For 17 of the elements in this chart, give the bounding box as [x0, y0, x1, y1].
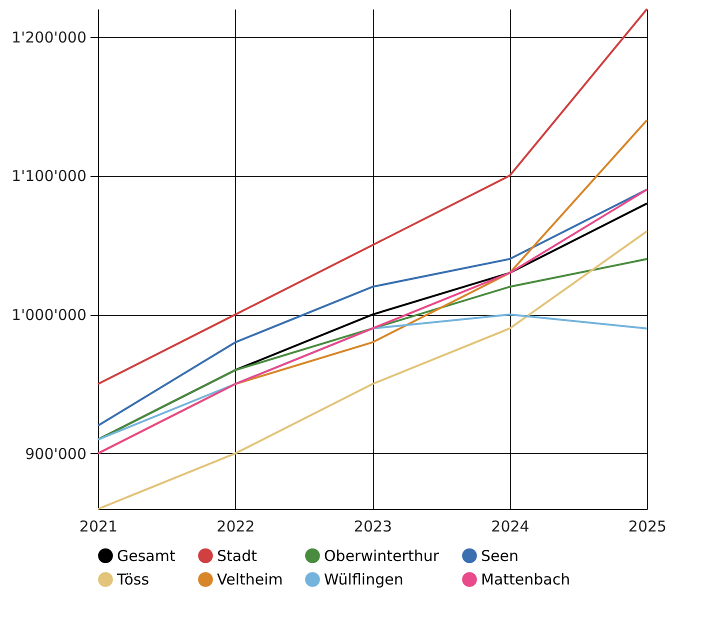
y-tick-label: 900'000 [25, 444, 86, 463]
y-tick-label: 1'100'000 [11, 167, 86, 186]
x-tick-label: 2024 [491, 518, 530, 536]
x-tick-label: 2022 [216, 518, 255, 536]
y-tick-label: 1'200'000 [11, 28, 86, 46]
x-tick-label: 2025 [628, 518, 667, 536]
legend-label: Stadt [217, 546, 258, 565]
legend-label: Oberwinterthur [324, 546, 440, 565]
legend-label: Mattenbach [481, 570, 570, 588]
y-tick-label: 1'000'000 [11, 306, 86, 324]
legend-label: Veltheim [217, 570, 283, 588]
legend-label: Töss [116, 570, 150, 588]
legend-label: Seen [481, 546, 518, 565]
legend-label: Wülflingen [324, 570, 404, 588]
x-tick-label: 2023 [354, 518, 392, 536]
x-tick-label: 2021 [79, 518, 118, 536]
legend-label: Gesamt [117, 546, 176, 565]
